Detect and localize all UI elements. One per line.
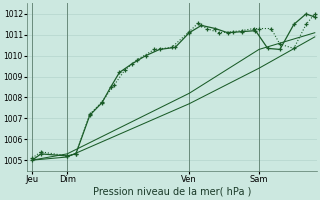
- X-axis label: Pression niveau de la mer( hPa ): Pression niveau de la mer( hPa ): [92, 187, 251, 197]
